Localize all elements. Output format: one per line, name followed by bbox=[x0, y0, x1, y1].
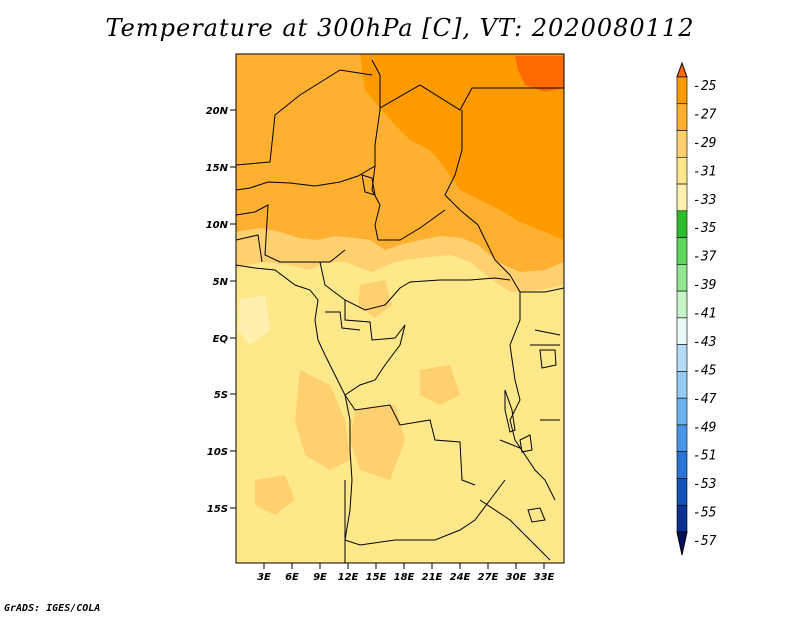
colorbar-segment bbox=[676, 103, 688, 131]
colorbar-label: -27 bbox=[693, 107, 717, 122]
temperature-field bbox=[236, 54, 564, 563]
lake-5 bbox=[527, 507, 546, 523]
colorbar-label: -41 bbox=[693, 307, 716, 322]
x-label-3e: 3E bbox=[257, 572, 271, 583]
x-label-30e: 30E bbox=[506, 572, 527, 583]
x-label-24e: 24E bbox=[450, 572, 471, 583]
y-label-10s: 10S bbox=[207, 447, 228, 458]
colorbar-segment bbox=[676, 76, 688, 105]
colorbar-label: -35 bbox=[693, 221, 717, 236]
y-label-15n: 15N bbox=[206, 163, 229, 174]
colorbar-label: -45 bbox=[693, 363, 717, 378]
colorbar-label: -55 bbox=[693, 506, 717, 521]
colorbar-bottom-arrow bbox=[676, 531, 688, 556]
colorbar: -25 -27 -29 -31 -33 -35 -37 -39 -41 -43 -45 -47 -49 -… bbox=[676, 61, 717, 556]
colorbar-label: -51 bbox=[693, 449, 716, 464]
x-axis: 3E 6E 9E 12E 15E 18E 21E 24E 27E 30E 33E bbox=[257, 563, 555, 583]
x-label-18e: 18E bbox=[394, 572, 415, 583]
map-frame bbox=[235, 53, 565, 564]
y-label-5n: 5N bbox=[213, 277, 229, 288]
colorbar-label: -31 bbox=[693, 164, 716, 179]
colorbar-label: -57 bbox=[693, 534, 717, 549]
colorbar-segment bbox=[676, 183, 688, 212]
y-axis: 20N 15N 10N 5N EQ 5S 10S 15S bbox=[206, 106, 236, 515]
colorbar-segment bbox=[676, 237, 688, 265]
colorbar-label: -39 bbox=[693, 278, 716, 293]
colorbar-segment bbox=[676, 156, 688, 185]
colorbar-label: -37 bbox=[693, 250, 717, 265]
colorbar-segment bbox=[676, 397, 688, 426]
x-label-12e: 12E bbox=[338, 572, 359, 583]
field-patch-3 bbox=[420, 365, 460, 405]
y-label-10n: 10N bbox=[206, 220, 229, 231]
colorbar-segment bbox=[676, 478, 688, 506]
field-band-25 bbox=[515, 56, 564, 92]
coastline bbox=[236, 264, 353, 563]
colorbar-segment bbox=[676, 451, 688, 479]
lake-4 bbox=[361, 174, 376, 196]
colorbar-segment bbox=[676, 130, 688, 158]
colorbar-segment bbox=[676, 210, 688, 238]
x-label-6e: 6E bbox=[285, 572, 299, 583]
colorbar-top-arrow bbox=[676, 61, 688, 78]
lake-3 bbox=[539, 349, 557, 369]
field-patch-2 bbox=[350, 405, 405, 480]
colorbar-label: -33 bbox=[693, 193, 716, 208]
colorbar-segment bbox=[676, 504, 688, 533]
colorbar-label: -25 bbox=[693, 79, 717, 94]
x-label-21e: 21E bbox=[422, 572, 443, 583]
x-label-9e: 9E bbox=[313, 572, 327, 583]
colorbar-label: -47 bbox=[693, 392, 717, 407]
colorbar-segment bbox=[676, 424, 688, 453]
colorbar-segment bbox=[676, 344, 688, 372]
colorbar-label: -49 bbox=[693, 420, 716, 435]
field-patch-6 bbox=[358, 280, 392, 318]
field-patch-1 bbox=[295, 370, 350, 470]
y-label-15s: 15S bbox=[207, 504, 228, 515]
x-label-15e: 15E bbox=[366, 572, 387, 583]
y-label-20n: 20N bbox=[206, 106, 229, 117]
x-label-27e: 27E bbox=[478, 572, 499, 583]
lake-1 bbox=[519, 434, 533, 453]
field-patch-5 bbox=[238, 295, 270, 345]
colorbar-segment bbox=[676, 264, 688, 292]
country-boundaries bbox=[236, 59, 564, 561]
colorbar-segment bbox=[676, 371, 688, 399]
colorbar-segment bbox=[676, 290, 688, 319]
grads-credit: GrADS: IGES/COLA bbox=[4, 603, 101, 614]
colorbar-label: -53 bbox=[693, 477, 716, 492]
y-label-eq: EQ bbox=[213, 334, 229, 345]
lake-2 bbox=[504, 389, 516, 433]
chart-title: Temperature at 300hPa [C], VT: 202008011… bbox=[105, 14, 695, 42]
colorbar-segment bbox=[676, 317, 688, 345]
colorbar-label: -43 bbox=[693, 335, 716, 350]
field-patch-4 bbox=[255, 475, 295, 515]
y-label-5s: 5S bbox=[214, 390, 228, 401]
x-label-33e: 33E bbox=[534, 572, 555, 583]
colorbar-label: -29 bbox=[693, 136, 716, 151]
